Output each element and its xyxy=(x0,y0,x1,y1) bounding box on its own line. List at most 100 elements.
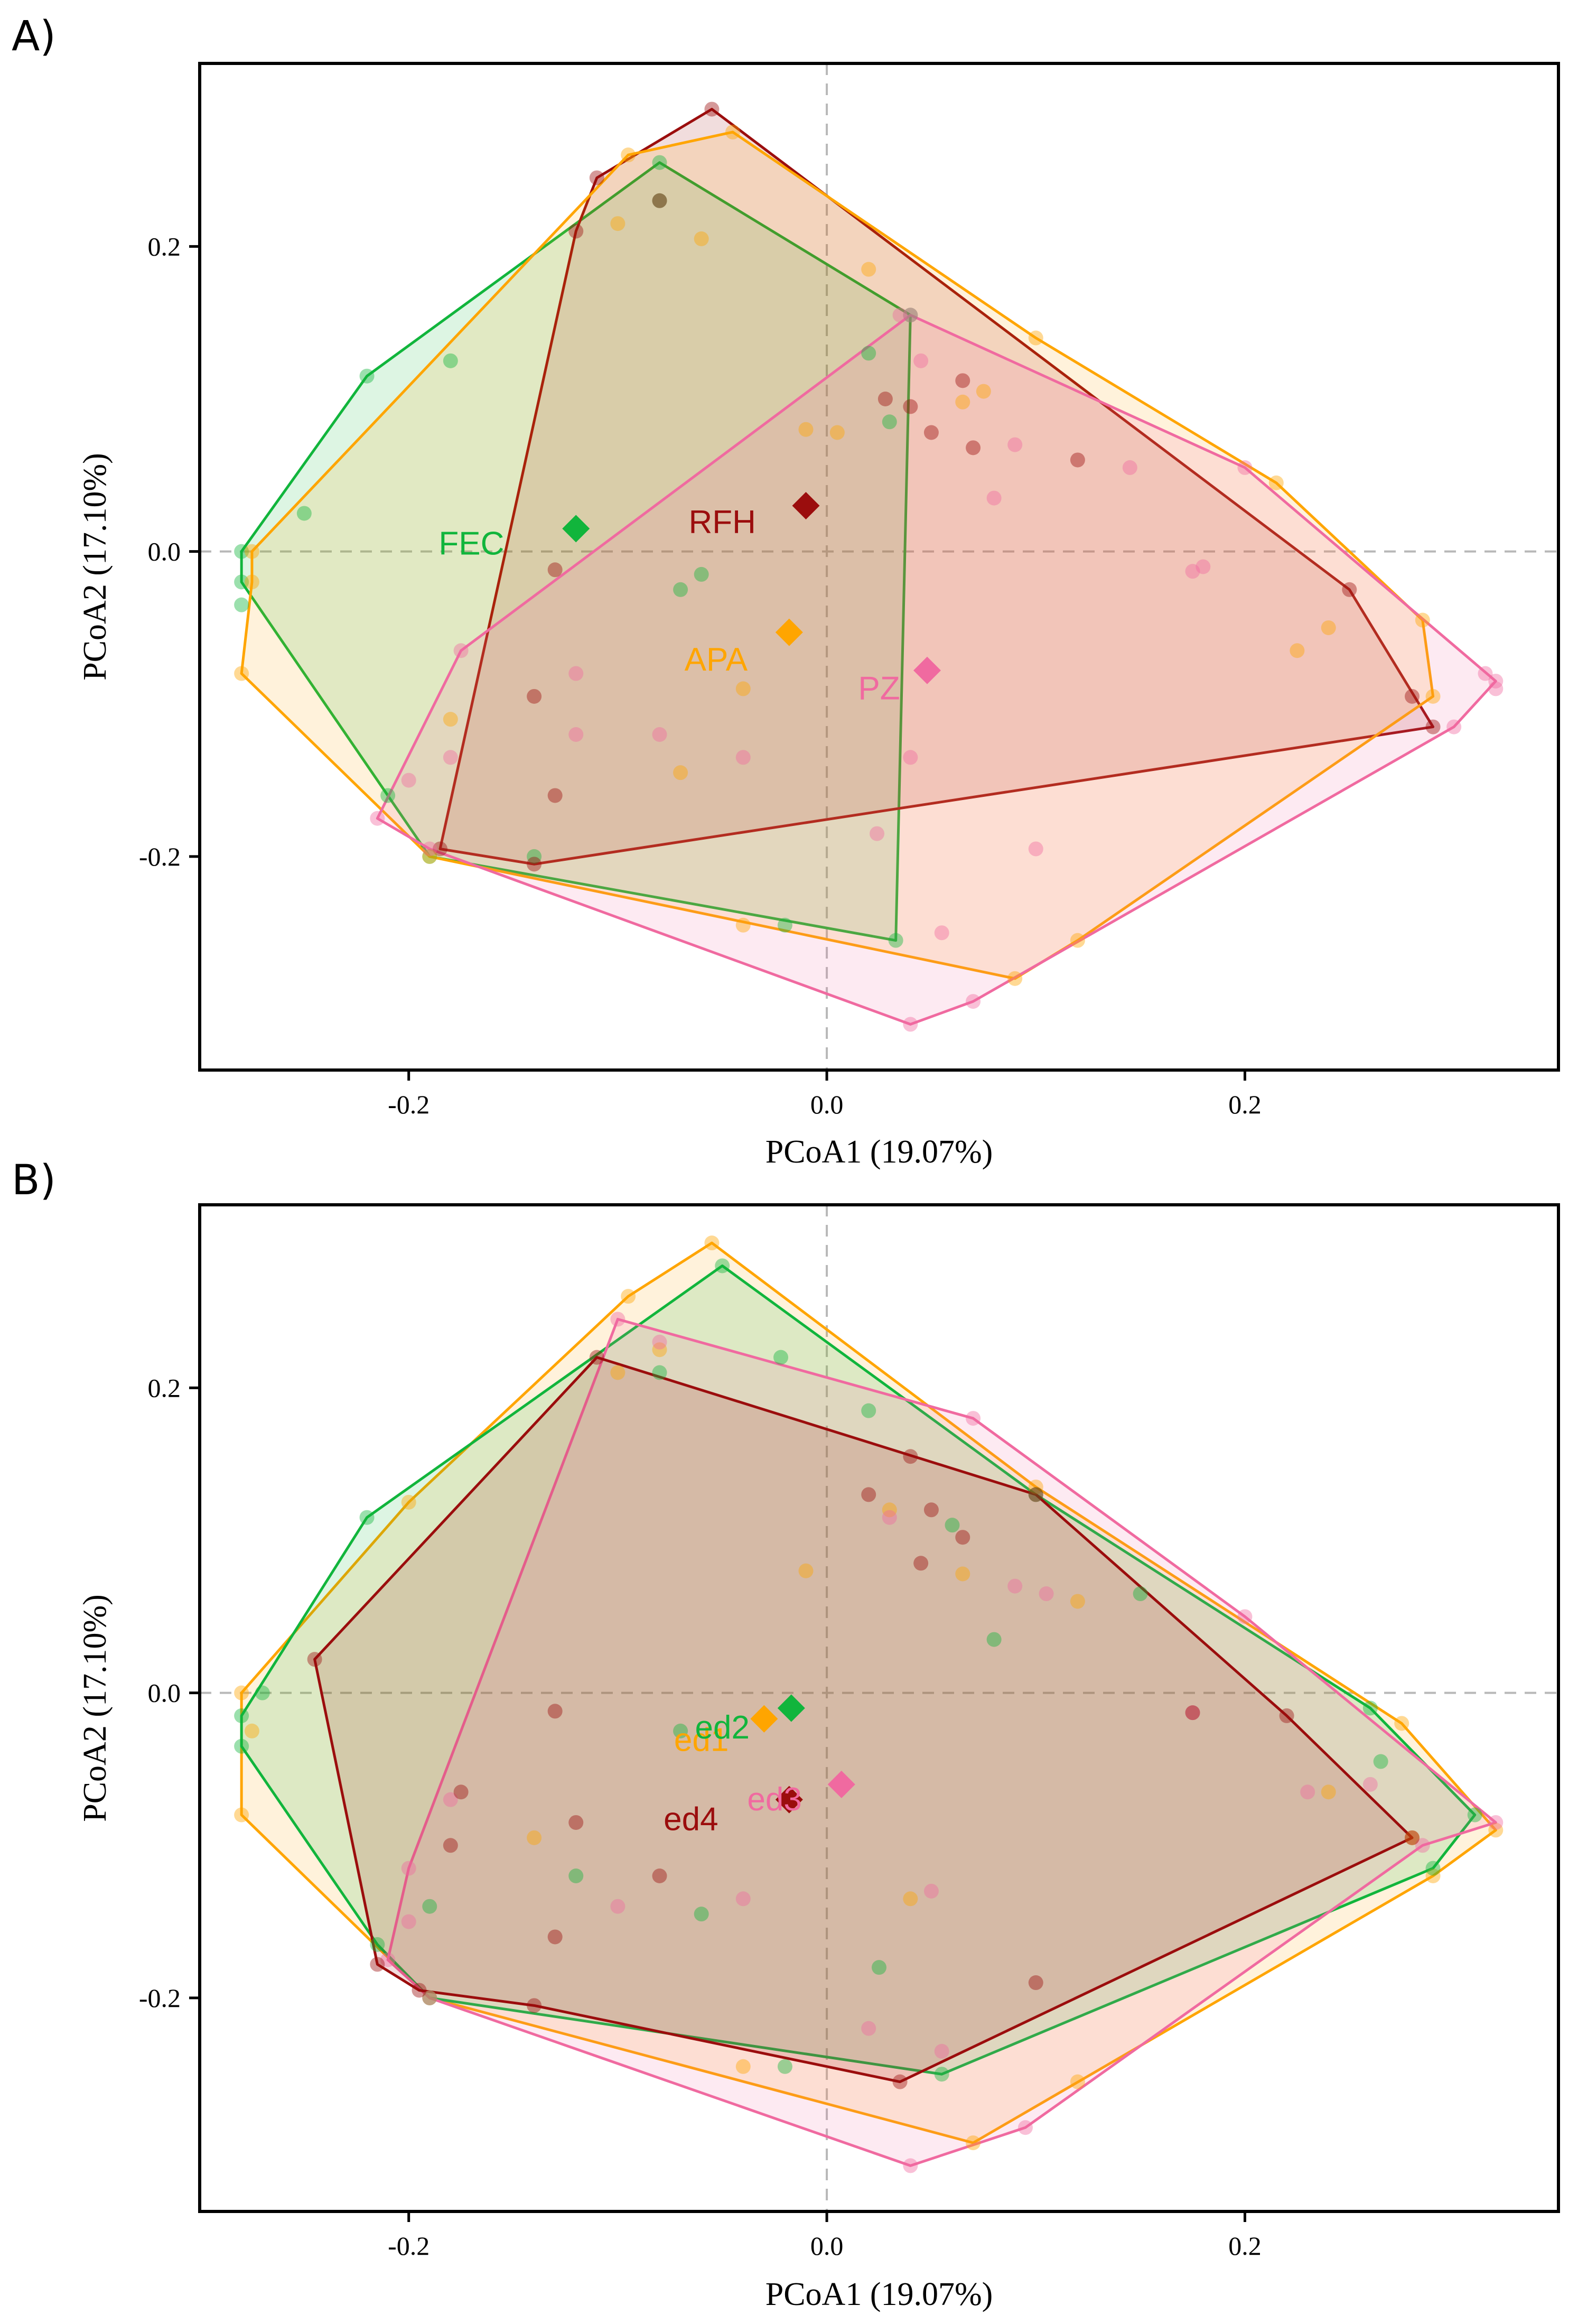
point-ed2 xyxy=(986,1632,1002,1647)
point-ed3 xyxy=(1007,1578,1023,1594)
point-ed4 xyxy=(370,1957,385,1972)
point-apa xyxy=(976,384,991,399)
point-pz xyxy=(1196,559,1211,574)
point-ed3 xyxy=(1362,1777,1378,1792)
y-tick-label: -0.2 xyxy=(139,842,181,871)
point-ed2 xyxy=(422,1990,437,2005)
point-rfh xyxy=(547,562,563,578)
point-pz xyxy=(903,750,918,765)
point-apa xyxy=(829,425,845,440)
point-ed2 xyxy=(1362,1700,1378,1716)
centroid-rfh xyxy=(792,492,820,520)
point-ed1 xyxy=(422,1990,437,2005)
point-ed1 xyxy=(1405,1830,1420,1845)
point-ed4 xyxy=(1279,1708,1294,1723)
point-ed1 xyxy=(1028,1479,1043,1494)
point-apa xyxy=(1415,612,1430,628)
point-ed3 xyxy=(401,1914,416,1929)
centroid-fec xyxy=(562,515,590,543)
point-apa xyxy=(244,574,259,590)
point-apa xyxy=(673,765,688,780)
point-rfh xyxy=(877,392,893,406)
point-rfh xyxy=(966,440,981,455)
point-ed4 xyxy=(443,1838,458,1853)
point-pz xyxy=(568,727,584,742)
point-pz xyxy=(1122,460,1137,475)
point-pz xyxy=(892,308,908,323)
point-pz xyxy=(870,826,885,841)
point-ed3 xyxy=(1488,1815,1504,1830)
y-tick-label: 0.0 xyxy=(148,1678,181,1708)
point-apa xyxy=(725,124,741,140)
y-tick-label: 0.0 xyxy=(148,537,181,566)
point-apa xyxy=(1028,330,1043,346)
point-ed1 xyxy=(234,1685,249,1700)
point-apa xyxy=(735,917,751,933)
point-fec xyxy=(694,566,709,582)
centroid-pz xyxy=(913,656,941,684)
point-ed2 xyxy=(652,1365,667,1380)
group-label-ed4: ed4 xyxy=(664,1801,718,1837)
point-ed4 xyxy=(913,1556,929,1571)
point-ed1 xyxy=(401,1494,416,1510)
point-fec xyxy=(359,368,375,384)
point-rfh xyxy=(1342,582,1357,597)
point-ed3 xyxy=(652,1334,667,1350)
point-ed3 xyxy=(1300,1784,1315,1800)
y-axis-title: PCoA2 (17.10%) xyxy=(77,1594,113,1822)
point-ed4 xyxy=(1028,1487,1043,1502)
point-ed2 xyxy=(422,1899,437,1914)
point-ed3 xyxy=(422,1990,437,2005)
x-tick-label: 0.2 xyxy=(1228,1090,1262,1119)
point-ed2 xyxy=(1028,1487,1043,1502)
point-ed4 xyxy=(568,1815,584,1830)
point-ed3 xyxy=(1237,1609,1253,1624)
point-ed2 xyxy=(872,1960,886,1975)
point-ed3 xyxy=(934,2043,949,2059)
point-ed3 xyxy=(1185,1705,1200,1721)
point-rfh xyxy=(589,170,604,185)
point-ed3 xyxy=(882,1510,897,1525)
point-ed3 xyxy=(610,1899,625,1914)
point-pz xyxy=(1488,681,1504,696)
panel-label: B) xyxy=(12,1157,56,1204)
point-fec xyxy=(422,849,437,864)
point-ed3 xyxy=(861,2021,876,2036)
group-label-pz: PZ xyxy=(858,671,900,707)
point-fec xyxy=(888,933,903,948)
point-rfh xyxy=(903,399,918,414)
point-pz xyxy=(735,750,751,765)
y-tick-label: 0.2 xyxy=(148,231,181,261)
point-ed2 xyxy=(255,1685,270,1700)
point-ed3 xyxy=(610,1312,625,1327)
point-apa xyxy=(798,422,814,437)
plot-frame xyxy=(198,62,1560,1072)
point-ed4 xyxy=(1405,1830,1420,1845)
point-rfh xyxy=(547,788,563,803)
point-ed3 xyxy=(380,1952,396,1967)
point-pz xyxy=(986,490,1002,506)
point-ed4 xyxy=(527,1998,542,2013)
point-ed2 xyxy=(1425,1861,1441,1876)
point-apa xyxy=(1070,933,1085,948)
point-apa xyxy=(861,262,876,277)
point-ed1 xyxy=(1321,1784,1336,1800)
group-label-ed3: ed3 xyxy=(747,1781,801,1818)
hull-apa xyxy=(240,131,1435,980)
point-ed4 xyxy=(861,1487,876,1502)
hull-ed2 xyxy=(240,1264,1477,2076)
point-ed2 xyxy=(1133,1586,1148,1602)
point-apa xyxy=(735,681,751,696)
point-pz xyxy=(1028,841,1043,857)
point-ed2 xyxy=(673,1723,688,1739)
point-ed2 xyxy=(359,1510,375,1525)
point-apa xyxy=(1268,475,1284,490)
point-fec xyxy=(652,155,667,170)
point-ed3 xyxy=(1039,1586,1054,1602)
point-ed1 xyxy=(903,1891,918,1907)
x-axis-title: PCoA1 (19.07%) xyxy=(765,1134,993,1170)
point-ed1 xyxy=(1425,1869,1441,1883)
point-ed3 xyxy=(1415,1838,1430,1853)
